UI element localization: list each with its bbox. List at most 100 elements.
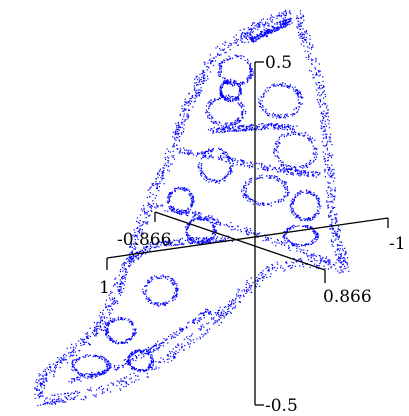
scatter-point [277,142,279,144]
scatter-point [283,238,285,240]
scatter-point [324,130,326,132]
scatter-point [111,303,113,305]
scatter-point [220,94,222,96]
scatter-point [334,196,336,198]
scatter-point [241,33,243,35]
scatter-point [240,229,242,231]
scatter-point [258,177,260,179]
scatter-point [282,17,284,19]
scatter-point [178,212,180,214]
scatter-point [112,339,114,341]
scatter-point [160,205,162,207]
scatter-point [223,96,225,98]
scatter-point [204,175,206,177]
scatter-point [148,215,150,217]
scatter-point [49,403,51,405]
scatter-point [229,57,231,59]
scatter-point [280,201,282,203]
scatter-point [108,367,110,369]
scatter-point [278,141,281,144]
scatter-point [158,361,160,363]
scatter-point [165,301,167,303]
scatter-point [166,241,168,243]
scatter-point [132,256,134,258]
scatter-point [200,174,202,176]
scatter-point [78,340,80,342]
scatter-point [272,112,274,114]
scatter-point [317,197,319,199]
scatter-point [183,108,185,110]
scatter-point [286,188,288,190]
scatter-point [208,117,210,119]
scatter-point [181,242,183,244]
scatter-point [333,168,335,170]
scatter-point [277,127,279,129]
scatter-point [153,361,155,363]
scatter-point [59,367,61,369]
scatter-point [266,124,268,126]
scatter-point [203,217,205,219]
scatter-point [264,169,267,171]
scatter-point [311,63,313,66]
scatter-point [309,69,311,72]
scatter-point [122,263,124,265]
scatter-point [223,79,225,81]
scatter-point [205,150,207,152]
scatter-point [290,168,292,170]
scatter-point [314,213,316,216]
scatter-point [284,15,286,17]
scatter-point [259,278,261,280]
scatter-point [279,160,282,162]
scatter-point [279,125,281,128]
scatter-point [177,344,179,346]
scatter-point [286,237,288,239]
scatter-point [298,90,300,92]
scatter-point [245,187,247,189]
scatter-point [274,127,276,129]
scatter-point [95,375,97,377]
scatter-point [207,150,209,152]
scatter-point [172,296,174,298]
scatter-point [221,152,223,154]
scatter-point [152,278,154,280]
scatter-point [225,175,227,177]
scatter-point [80,380,82,382]
scatter-point [232,157,234,159]
scatter-point [136,357,138,359]
scatter-point [150,248,152,250]
scatter-point [273,151,275,153]
scatter-point [269,165,271,167]
scatter-point [339,266,341,268]
scatter-point [322,91,324,93]
scatter-point [119,289,121,291]
scatter-point [344,261,347,263]
scatter-point [77,372,79,374]
scatter-point [119,289,122,291]
scatter-point [266,126,268,128]
scatter-point [163,361,165,363]
scatter-point [171,336,173,338]
scatter-point [107,384,109,386]
scatter-point [191,333,193,335]
scatter-point [188,343,190,345]
scatter-point [192,198,194,200]
scatter-point [214,225,216,227]
scatter-point [209,114,211,116]
scatter-point [86,373,88,375]
scatter-point [107,325,110,327]
scatter-point [286,262,288,264]
scatter-point [188,109,190,111]
scatter-point [242,161,244,163]
scatter-point [172,207,174,209]
scatter-point [208,220,210,222]
scatter-point [67,398,69,401]
scatter-point [259,106,261,108]
scatter-point [258,163,260,165]
scatter-point [97,355,99,358]
scatter-point [116,282,118,284]
scatter-point [131,337,133,339]
scatter-point [300,174,302,176]
scatter-point [262,168,264,170]
scatter-point [260,104,262,106]
scatter-point [167,169,169,171]
